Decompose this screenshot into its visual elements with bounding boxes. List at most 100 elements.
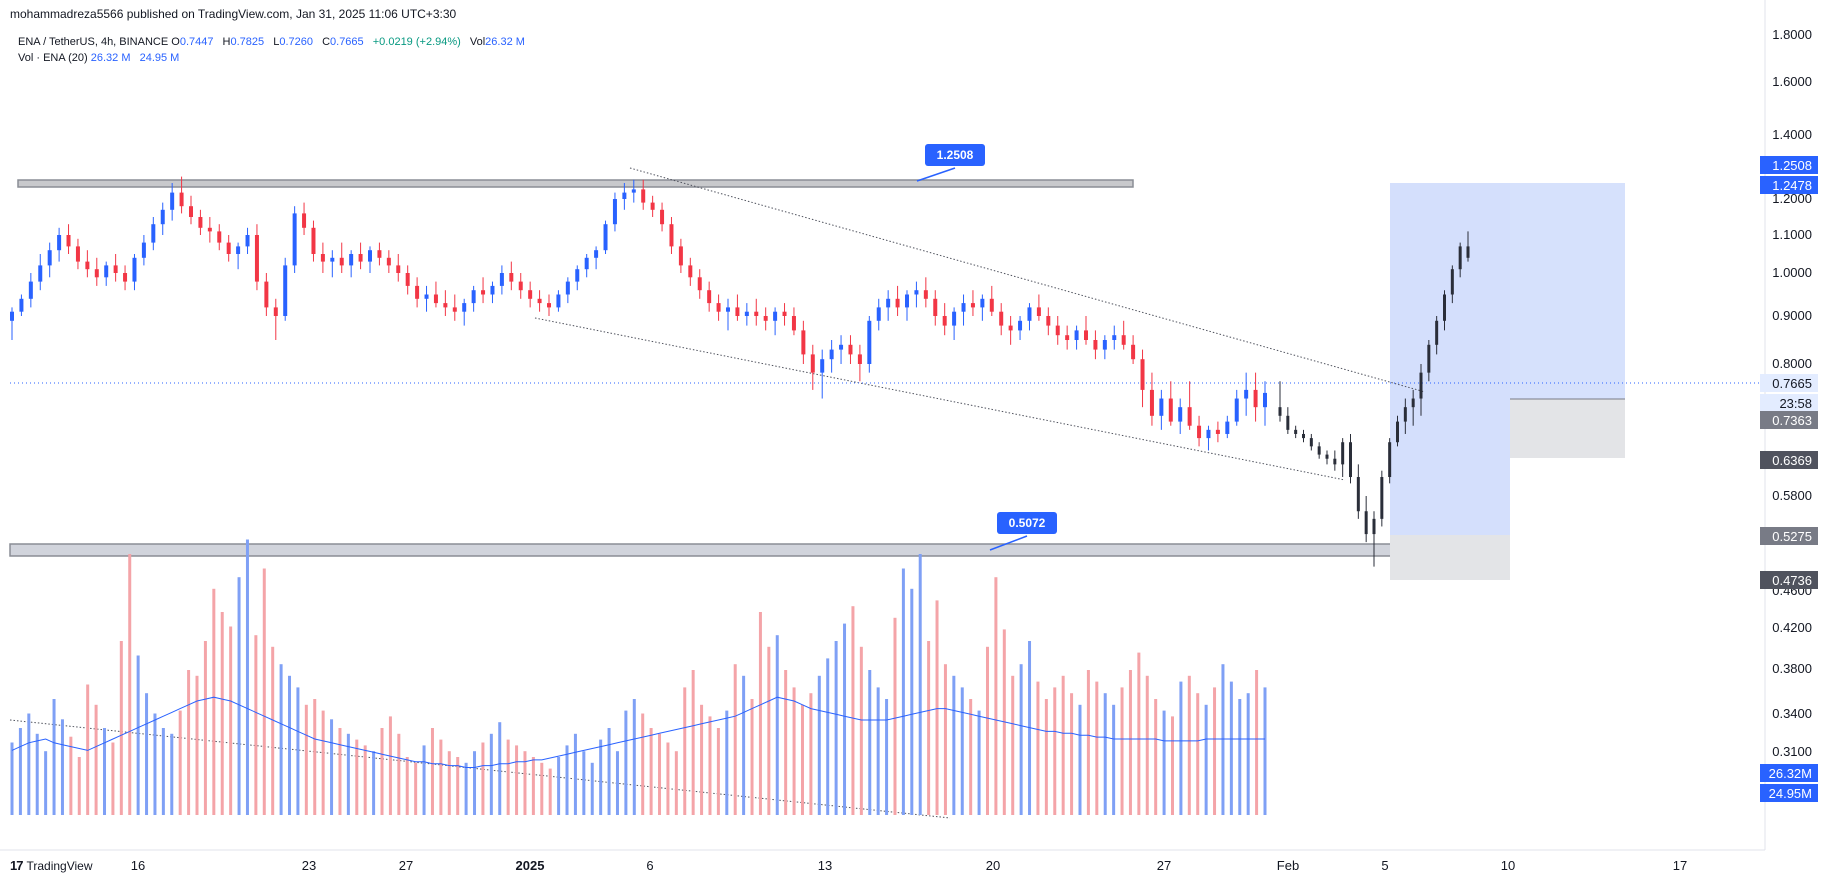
projection-body [1419,372,1423,399]
candle-body [1065,335,1070,340]
volume-bar [792,687,796,815]
x-tick-label: 10 [1501,858,1515,873]
candle-body [876,307,881,321]
candle-body [160,209,165,225]
volume-bar [262,568,266,815]
volume-bar [388,716,392,815]
x-tick-label: 5 [1381,858,1388,873]
candle-body [961,303,966,312]
volume-bar [397,733,401,815]
price-tag-bg [1760,764,1818,782]
candle-body [226,242,231,254]
volume-bar [372,751,376,815]
volume-bar [952,675,956,815]
volume-bar [10,742,14,815]
y-tick-label: 1.6000 [1772,74,1812,89]
candle-body [1168,398,1173,422]
target-box [1390,183,1510,535]
volume-bar [220,612,224,815]
volume-bar [582,751,586,815]
projection-body [1450,269,1454,295]
volume-bar [1263,687,1267,815]
volume-bar [1187,675,1191,815]
volume-bar [1112,704,1116,815]
candle-body [848,344,853,355]
candle-body [19,298,24,312]
volume-bar [439,739,443,815]
candle-body [622,192,627,199]
candle-body [744,311,749,316]
volume-bar [540,762,544,815]
volume-bar [187,670,191,815]
projection-body [1317,446,1321,455]
candle-body [1215,429,1220,434]
candle-body [660,209,665,225]
footer-brand[interactable]: 17 TradingView [10,858,93,873]
volume-bar [557,757,561,815]
candle-body [791,316,796,331]
tradingview-logo-icon: 17 [10,858,24,873]
price-tag-text: 0.7363 [1772,413,1812,428]
projection-body [1380,477,1384,519]
resistance-label-text: 1.2508 [937,148,974,162]
volume-bar [27,713,31,815]
volume-bar [742,675,746,815]
volume-bar [161,728,165,815]
price-tag-bg [1760,411,1818,429]
volume-bar [1229,681,1233,815]
volume-bar [304,704,308,815]
vol-ma-label[interactable]: Vol · ENA (20) [18,52,88,64]
projection-body [1309,438,1313,447]
candle-body [726,307,730,312]
volume-bar [674,751,678,815]
volume-bar [1246,693,1250,815]
publisher-info: mohammadreza5566 published on TradingVie… [10,7,456,21]
candle-body [697,277,702,291]
candle-body [1008,325,1013,331]
volume-bar [666,742,670,815]
volume-bar [1137,652,1141,815]
volume-bar [128,554,132,815]
candle-body [952,311,957,326]
volume-bar [1204,704,1208,815]
price-tag-text: 24.95M [1769,786,1812,801]
candle-body [1159,398,1164,416]
candle-body [264,281,269,308]
publisher-text: mohammadreza5566 published on TradingVie… [10,7,457,21]
symbol-label[interactable]: ENA / TetherUS, 4h, BINANCE [18,36,169,48]
candle-body [942,316,947,326]
volume-bar [826,658,830,815]
support-label-pointer [989,535,1028,551]
x-tick-label: 20 [986,858,1000,873]
candle-body [123,273,128,282]
volume-bar [1061,675,1065,815]
candle-body [377,250,382,258]
candle-body [1225,421,1230,434]
y-tick-label: 0.8000 [1772,356,1812,371]
candle-body [641,189,646,203]
candle-body [773,311,778,321]
volume-bar [1221,664,1225,815]
candle-body [678,246,683,266]
candle-body [424,294,429,299]
candle-body [839,344,844,350]
candle-body [339,257,344,266]
volume-bar [1011,675,1015,815]
candle-body [886,298,891,308]
volume-bar [245,539,249,815]
candle-body [801,330,806,355]
volume-bar [708,716,712,815]
volume-bar [170,733,174,815]
projection-body [1411,398,1415,408]
volume-bar [817,675,821,815]
volume-bar [346,733,350,815]
volume-bar [607,728,611,815]
x-tick-label: 16 [131,858,145,873]
price-tag-bg [1760,451,1818,469]
target-box-2 [1510,183,1625,399]
volume-bar [691,670,695,815]
volume-bar [473,751,477,815]
volume-bar [901,568,905,815]
volume-bar [1154,699,1158,815]
